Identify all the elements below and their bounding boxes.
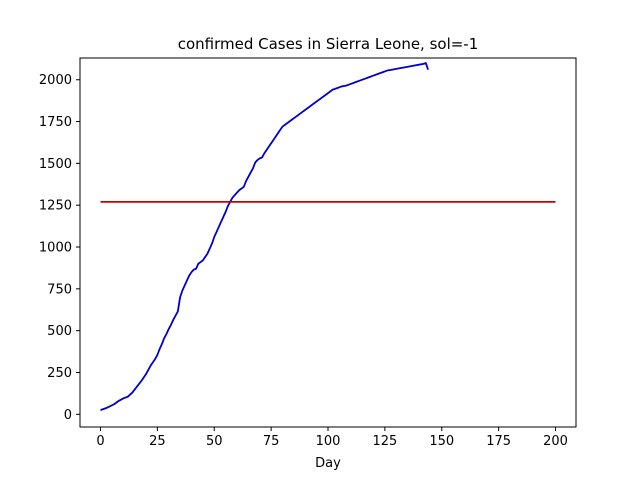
series-layer bbox=[100, 62, 556, 411]
plot-background bbox=[80, 58, 576, 427]
x-tick-label: 50 bbox=[206, 434, 223, 449]
x-tick-label: 0 bbox=[96, 434, 104, 449]
x-axis-label: Day bbox=[315, 456, 341, 471]
y-tick-label: 250 bbox=[47, 366, 72, 381]
x-tick-label: 125 bbox=[372, 434, 397, 449]
y-tick-label: 1000 bbox=[39, 241, 72, 256]
x-tick-label: 100 bbox=[316, 434, 341, 449]
x-tick-label: 150 bbox=[429, 434, 454, 449]
y-tick-label: 1250 bbox=[39, 199, 72, 214]
y-tick-label: 2000 bbox=[39, 73, 72, 88]
x-tick-label: 200 bbox=[543, 434, 568, 449]
y-tick-label: 1750 bbox=[39, 115, 72, 130]
plot-area bbox=[80, 58, 576, 427]
y-tick-label: 1500 bbox=[39, 157, 72, 172]
series-line-0 bbox=[100, 62, 429, 411]
y-tick-label: 500 bbox=[47, 324, 72, 339]
axes-layer: 0 25 50 75 100 125 150 175 200025050075010001250… bbox=[39, 57, 577, 449]
y-tick-label: 0 bbox=[64, 408, 72, 423]
x-tick-label: 25 bbox=[149, 434, 166, 449]
x-tick-label: 175 bbox=[486, 434, 511, 449]
x-tick-label: 75 bbox=[263, 434, 280, 449]
chart-title: confirmed Cases in Sierra Leone, sol=-1 bbox=[178, 35, 479, 53]
y-tick-label: 750 bbox=[47, 282, 72, 297]
